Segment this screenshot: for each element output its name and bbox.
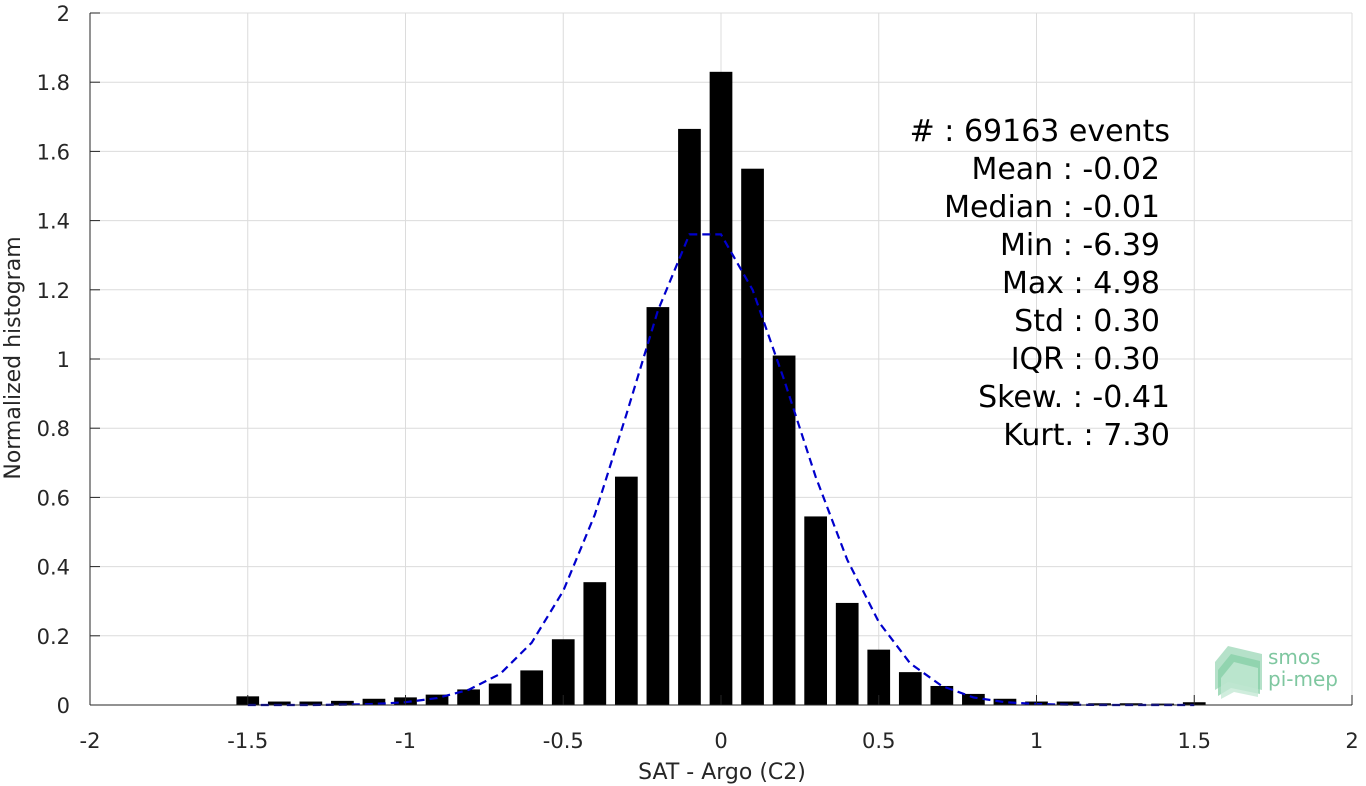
y-axis-label: Normalized histogram [1, 236, 26, 479]
histogram-bar [331, 700, 354, 705]
x-axis-label: SAT - Argo (C2) [638, 760, 806, 785]
stat-skew: Skew. : -0.41 [978, 380, 1170, 415]
x-tick-label: 1 [1030, 729, 1043, 753]
stat-max: Max : 4.98 [1002, 266, 1160, 301]
y-tick-label: 1.4 [37, 210, 70, 234]
histogram-bar [772, 355, 796, 705]
x-tick-label: -0.5 [543, 729, 584, 753]
stat-iqr: IQR : 0.30 [1011, 342, 1160, 377]
histogram-bar [867, 649, 891, 705]
histogram-bar [835, 602, 859, 705]
x-tick-label: 1.5 [1178, 729, 1211, 753]
y-tick-label: 0.2 [37, 625, 70, 649]
histogram-bar [614, 476, 638, 705]
histogram-bar [583, 582, 607, 705]
histogram-bar [993, 698, 1017, 705]
y-tick-label: 0.6 [37, 486, 70, 510]
x-tick-label: -1.5 [227, 729, 268, 753]
histogram-bar [457, 689, 480, 705]
x-tick-label: -2 [80, 729, 101, 753]
x-tick-label: 0.5 [862, 729, 895, 753]
logo-mark-icon [1215, 646, 1262, 699]
stat-median: Median : -0.01 [944, 190, 1160, 225]
y-tick-label: 1.8 [37, 71, 70, 95]
histogram-bar [267, 701, 291, 705]
y-tick-label: 0.4 [37, 556, 70, 580]
y-tick-label: 0.8 [37, 417, 70, 441]
histogram-bar [299, 701, 323, 705]
y-tick-label: 0 [57, 694, 70, 718]
y-tick-label: 1.6 [37, 140, 70, 164]
smos-pi-mep-logo: smos pi-mep [1215, 645, 1338, 699]
x-tick-label: 0 [714, 729, 727, 753]
histogram-bar [804, 516, 828, 705]
histogram-bar [1151, 703, 1175, 705]
histogram-bar [898, 672, 922, 705]
y-tick-label: 1 [57, 348, 70, 372]
stat-events: # : 69163 events [910, 114, 1170, 149]
axes [89, 12, 1353, 706]
histogram-bar [930, 685, 954, 705]
histogram-bar [520, 670, 544, 705]
stat-kurt: Kurt. : 7.30 [1003, 418, 1170, 453]
stat-std: Std : 0.30 [1014, 304, 1160, 339]
histogram-bar [551, 639, 575, 705]
histogram-bar [709, 71, 733, 705]
x-tick-labels: -2 -1.5 -1 -0.5 0 0.5 1 1.5 2 [80, 729, 1359, 753]
histogram-bar [678, 128, 701, 705]
y-tick-label: 1.2 [37, 279, 70, 303]
logo-text-smos: smos [1268, 645, 1321, 669]
logo-text-pi-mep: pi-mep [1268, 667, 1338, 691]
histogram-bar [962, 693, 985, 705]
x-tick-label: 2 [1345, 729, 1358, 753]
x-tick-label: -1 [395, 729, 416, 753]
y-tick-labels: 0 0.2 0.4 0.6 0.8 1 1.2 1.4 1.6 1.8 2 [37, 2, 70, 718]
histogram-bar [425, 694, 449, 705]
histogram-bar [646, 307, 670, 705]
histogram-bar [488, 683, 512, 705]
stat-min: Min : -6.39 [1000, 228, 1160, 263]
histogram-bar [741, 168, 764, 705]
stats-annotation: # : 69163 events Mean : -0.02 Median : -… [910, 114, 1170, 453]
stat-mean: Mean : -0.02 [971, 152, 1160, 187]
y-tick-label: 2 [57, 2, 70, 26]
histogram-bar [362, 698, 386, 705]
histogram-bar [1056, 701, 1080, 705]
